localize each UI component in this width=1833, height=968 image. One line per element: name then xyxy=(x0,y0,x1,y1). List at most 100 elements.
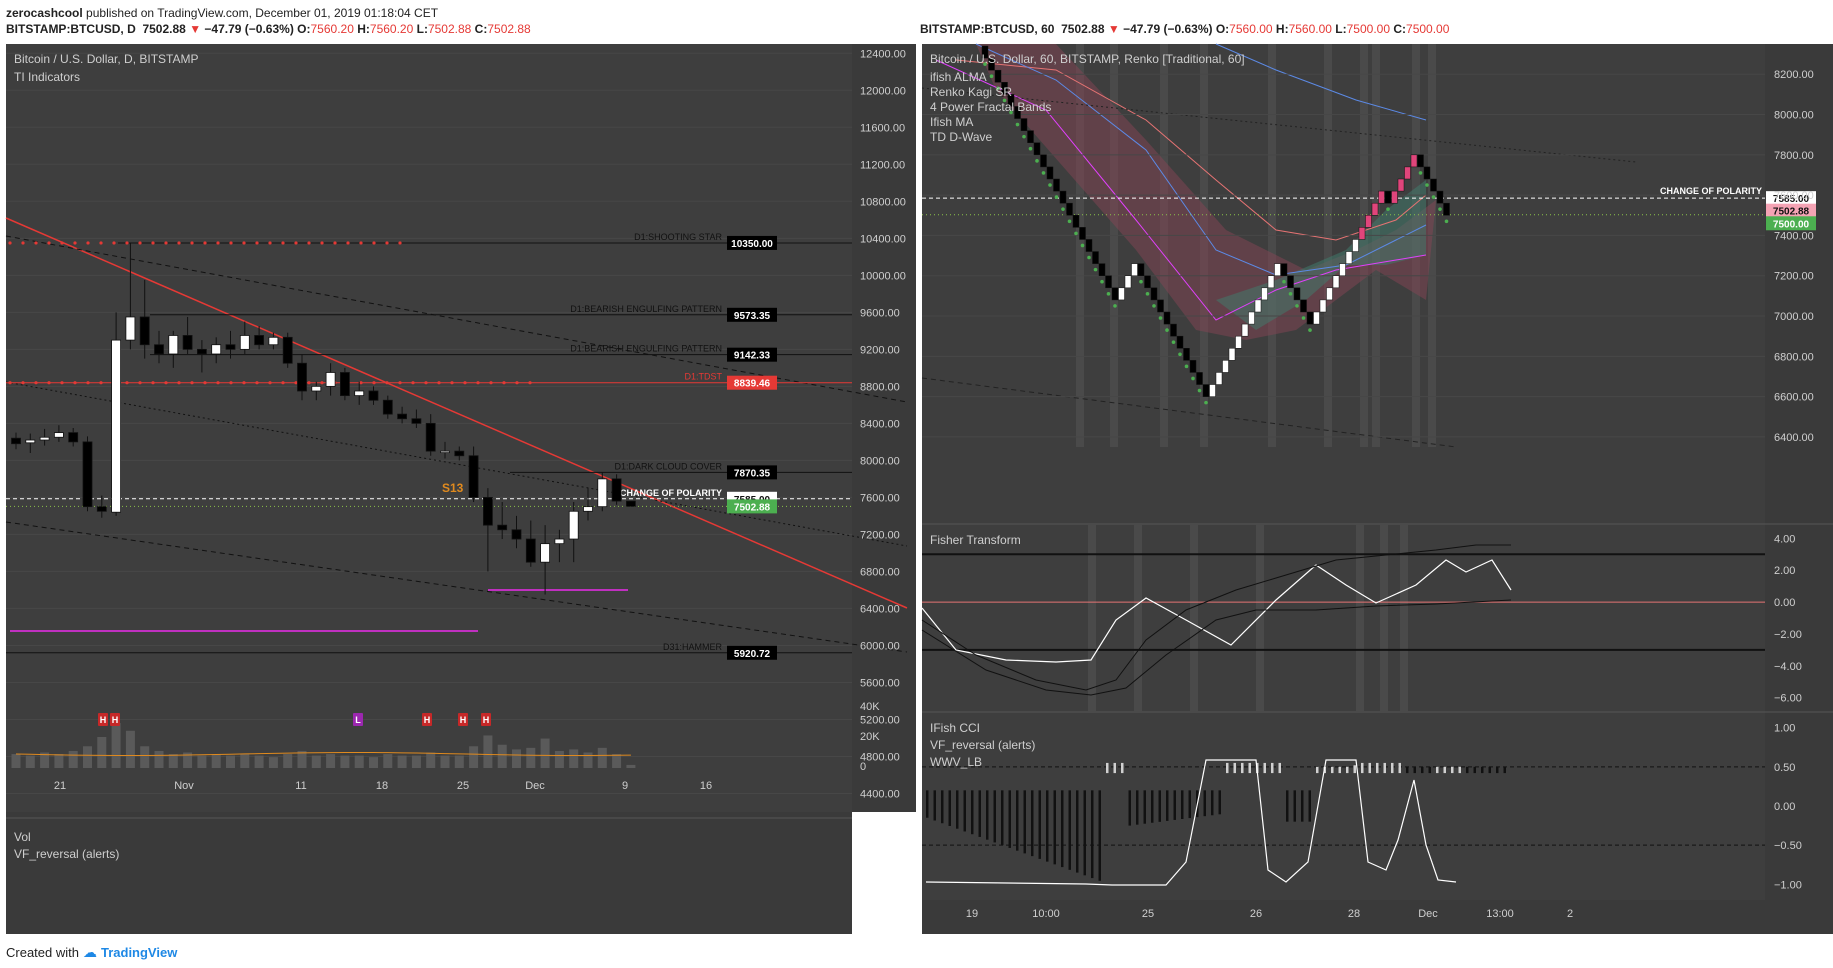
candle-body xyxy=(339,372,350,397)
cci-histogram-bar xyxy=(933,790,936,821)
cci-histogram-bar xyxy=(1451,766,1454,774)
td-dot xyxy=(190,381,194,385)
fisher-tick-label: 2.00 xyxy=(1774,565,1795,577)
footer-brand[interactable]: TradingView xyxy=(100,945,178,960)
right-time-axis xyxy=(922,900,1833,934)
renko-brick xyxy=(1306,311,1314,325)
td-dot xyxy=(229,381,233,385)
renko-indicator-name: Renko Kagi SR xyxy=(930,85,1012,99)
td-dot xyxy=(281,241,285,245)
cci-histogram-bar xyxy=(1016,790,1019,851)
cci-histogram-bar xyxy=(978,790,981,837)
cci-histogram-bar xyxy=(1241,762,1244,774)
cci-histogram-bar xyxy=(1023,790,1026,854)
left-time-axis xyxy=(6,812,852,934)
cci-histogram-bar xyxy=(1226,762,1229,774)
price-tag-label: 7502.88 xyxy=(734,502,771,513)
renko-plot-background xyxy=(922,44,1765,524)
trend-dot xyxy=(1295,304,1299,308)
y-tick-label: 7800.00 xyxy=(1774,150,1814,162)
price-tag-label: 5920.72 xyxy=(734,649,771,660)
renko-brick xyxy=(1332,275,1340,289)
y-tick-label: 6400.00 xyxy=(1774,432,1814,444)
signal-marker-label: H xyxy=(112,715,119,725)
cci-histogram-bar xyxy=(1173,790,1176,820)
candle-body xyxy=(425,422,436,452)
cci-histogram-bar xyxy=(1361,762,1364,774)
down-arrow-icon: ▼ xyxy=(189,22,202,36)
cci-histogram-bar xyxy=(1443,766,1446,774)
y-tick-label: 8000.00 xyxy=(1774,110,1814,122)
session-band xyxy=(1110,44,1118,447)
signal-marker-label: L xyxy=(355,715,361,725)
renko-brick xyxy=(1430,178,1437,192)
left-low: 7502.88 xyxy=(427,22,472,36)
td-dot xyxy=(216,241,220,245)
y-tick-label: 7600.00 xyxy=(860,492,900,504)
td-dot xyxy=(255,381,259,385)
trend-dot xyxy=(989,74,994,78)
volume-bar xyxy=(83,746,92,768)
cci-histogram-bar xyxy=(1481,766,1484,774)
session-band xyxy=(1428,44,1436,447)
cci-histogram-bar xyxy=(1008,790,1011,848)
author-name[interactable]: zerocashcool xyxy=(6,6,83,20)
td-dot xyxy=(242,381,246,385)
renko-brick xyxy=(1183,348,1190,361)
volume-bar xyxy=(54,754,64,768)
fisher-signal-line-2 xyxy=(921,599,1512,696)
renko-brick xyxy=(1397,178,1405,192)
td-dot xyxy=(151,381,155,385)
y-tick-label: 6800.00 xyxy=(860,566,900,578)
volume-bar xyxy=(469,746,479,768)
x-tick-label: 9 xyxy=(622,780,628,792)
y-tick-label: 7200.00 xyxy=(1774,271,1814,283)
cci-line xyxy=(925,759,1457,886)
renko-brick xyxy=(1300,299,1307,313)
cci-histogram-bar xyxy=(948,790,951,826)
renko-brick xyxy=(1391,190,1398,204)
td-dot xyxy=(203,381,207,385)
cci-histogram-bar xyxy=(1233,762,1236,774)
trend-dot xyxy=(1301,316,1306,320)
td-dot xyxy=(372,381,376,385)
price-tag-label: 7502.88 xyxy=(1773,207,1810,218)
td-dot xyxy=(502,381,506,385)
candle-body xyxy=(211,344,222,355)
fractal-band-upper xyxy=(955,59,1427,241)
cci-histogram-bar xyxy=(1353,765,1356,774)
renko-brick xyxy=(1014,106,1021,119)
td-dot xyxy=(112,241,116,245)
cci-tick-label: 0.00 xyxy=(1774,801,1795,813)
renko-brick xyxy=(1111,287,1119,301)
fisher-tick-label: 0.00 xyxy=(1774,597,1795,609)
td-dot xyxy=(489,381,493,385)
candle-body xyxy=(254,335,265,346)
left-daily-chart[interactable]: D1:SHOOTING STAR 10350.00 D1:BEARISH ENGUL… xyxy=(0,0,916,940)
price-tag-label: 9573.35 xyxy=(734,311,771,322)
session-band xyxy=(1380,524,1388,712)
fractal-band-fill-green xyxy=(1216,180,1426,330)
renko-brick xyxy=(1365,215,1372,228)
renko-brick xyxy=(1436,190,1444,204)
renko-brick xyxy=(1001,82,1008,95)
cci-title: IFish CCI xyxy=(930,721,980,735)
cci-histogram-bar xyxy=(1278,762,1281,774)
trend-dot xyxy=(1431,195,1436,199)
left-price-axis xyxy=(852,44,916,812)
y-tick-label: 12000.00 xyxy=(860,85,906,97)
trend-dot xyxy=(1191,376,1195,381)
trend-dot xyxy=(1197,388,1202,393)
candle-body xyxy=(154,344,164,355)
td-dot xyxy=(294,381,298,385)
volume-bar xyxy=(397,755,407,768)
fractal-band-mid xyxy=(935,59,1427,321)
volume-bar xyxy=(354,755,364,768)
cci-histogram-bar xyxy=(1136,790,1139,825)
right-renko-chart[interactable]: CHANGE OF POLARITY7585.007502.887500.00 … xyxy=(916,0,1833,940)
x-tick-label: Nov xyxy=(174,780,194,792)
renko-brick xyxy=(1092,251,1099,264)
td-dot xyxy=(73,381,77,385)
price-tag xyxy=(1766,216,1816,231)
level-label: D1:DARK CLOUD COVER xyxy=(614,461,722,471)
